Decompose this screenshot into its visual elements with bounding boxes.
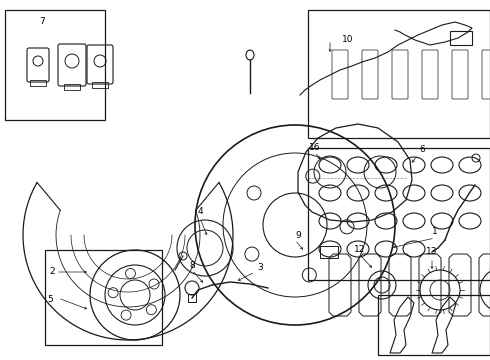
Text: 16: 16: [309, 144, 321, 153]
Text: 2: 2: [49, 267, 55, 276]
Bar: [92, 82, 108, 88]
Text: 7: 7: [39, 18, 45, 27]
Text: 10: 10: [342, 36, 354, 45]
Text: 1: 1: [432, 228, 438, 237]
Text: 5: 5: [47, 296, 53, 305]
Bar: [320, 246, 338, 258]
Text: 8: 8: [189, 261, 195, 270]
Bar: [5, 10, 105, 120]
Text: 6: 6: [419, 145, 425, 154]
Bar: [450, 31, 472, 45]
Bar: [378, 295, 490, 355]
Text: 12: 12: [354, 246, 366, 255]
Text: 4: 4: [197, 207, 203, 216]
Bar: [188, 294, 196, 302]
Text: 9: 9: [295, 230, 301, 239]
Bar: [45, 250, 162, 345]
Bar: [30, 80, 46, 86]
Text: 3: 3: [257, 264, 263, 273]
Bar: [64, 84, 80, 90]
Bar: [308, 10, 490, 138]
Bar: [308, 148, 490, 280]
Text: 13: 13: [426, 248, 438, 256]
